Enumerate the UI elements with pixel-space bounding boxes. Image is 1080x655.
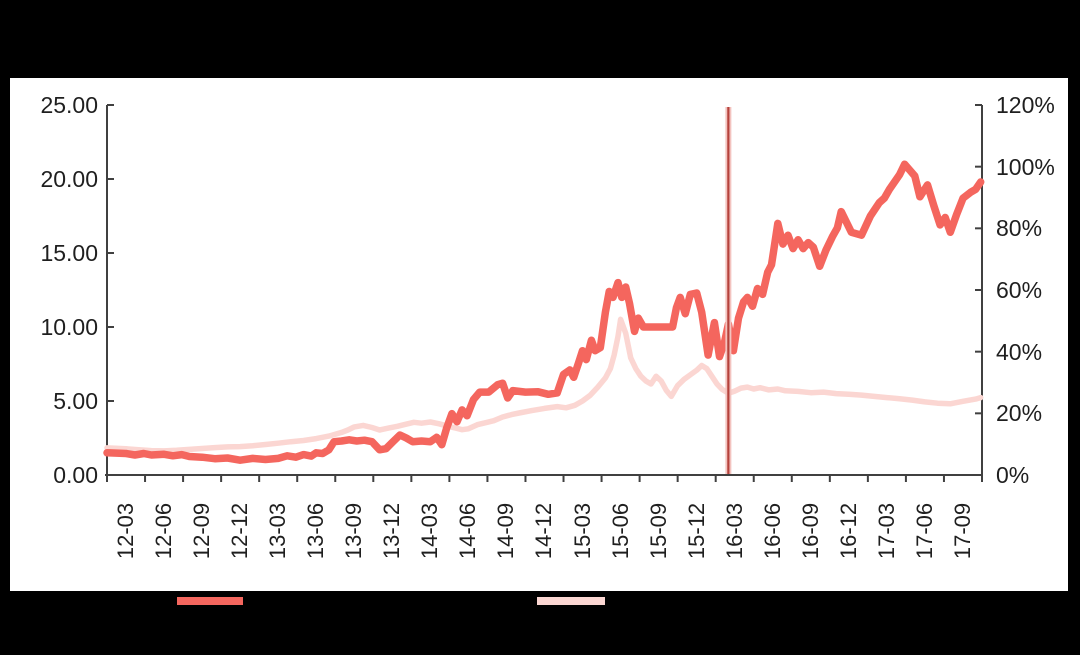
y-axis-right-label: 100% bbox=[996, 153, 1055, 180]
y-axis-left-label: 15.00 bbox=[40, 240, 98, 266]
y-axis-right-label: 40% bbox=[996, 338, 1043, 365]
chart-panel bbox=[10, 78, 1068, 591]
solid-coral-series bbox=[103, 160, 985, 464]
y-axis-left-label: 25.00 bbox=[40, 92, 98, 118]
y-axis-right-label: 20% bbox=[996, 400, 1043, 427]
y-axis-right-label: 120% bbox=[996, 92, 1055, 118]
y-axis-left-label: 20.00 bbox=[40, 166, 98, 192]
y-axis-right-label: 0% bbox=[996, 462, 1030, 488]
y-axis-left-label: 5.00 bbox=[53, 388, 98, 414]
legend-swatch-pink bbox=[537, 597, 605, 605]
y-axis-right-label: 60% bbox=[996, 277, 1043, 303]
y-axis-left-label: 0.00 bbox=[53, 462, 98, 488]
light-pink-series bbox=[104, 316, 984, 454]
legend-swatch-coral bbox=[177, 597, 243, 605]
y-axis-right-label: 80% bbox=[996, 215, 1043, 242]
y-axis-left-label: 10.00 bbox=[40, 314, 98, 340]
